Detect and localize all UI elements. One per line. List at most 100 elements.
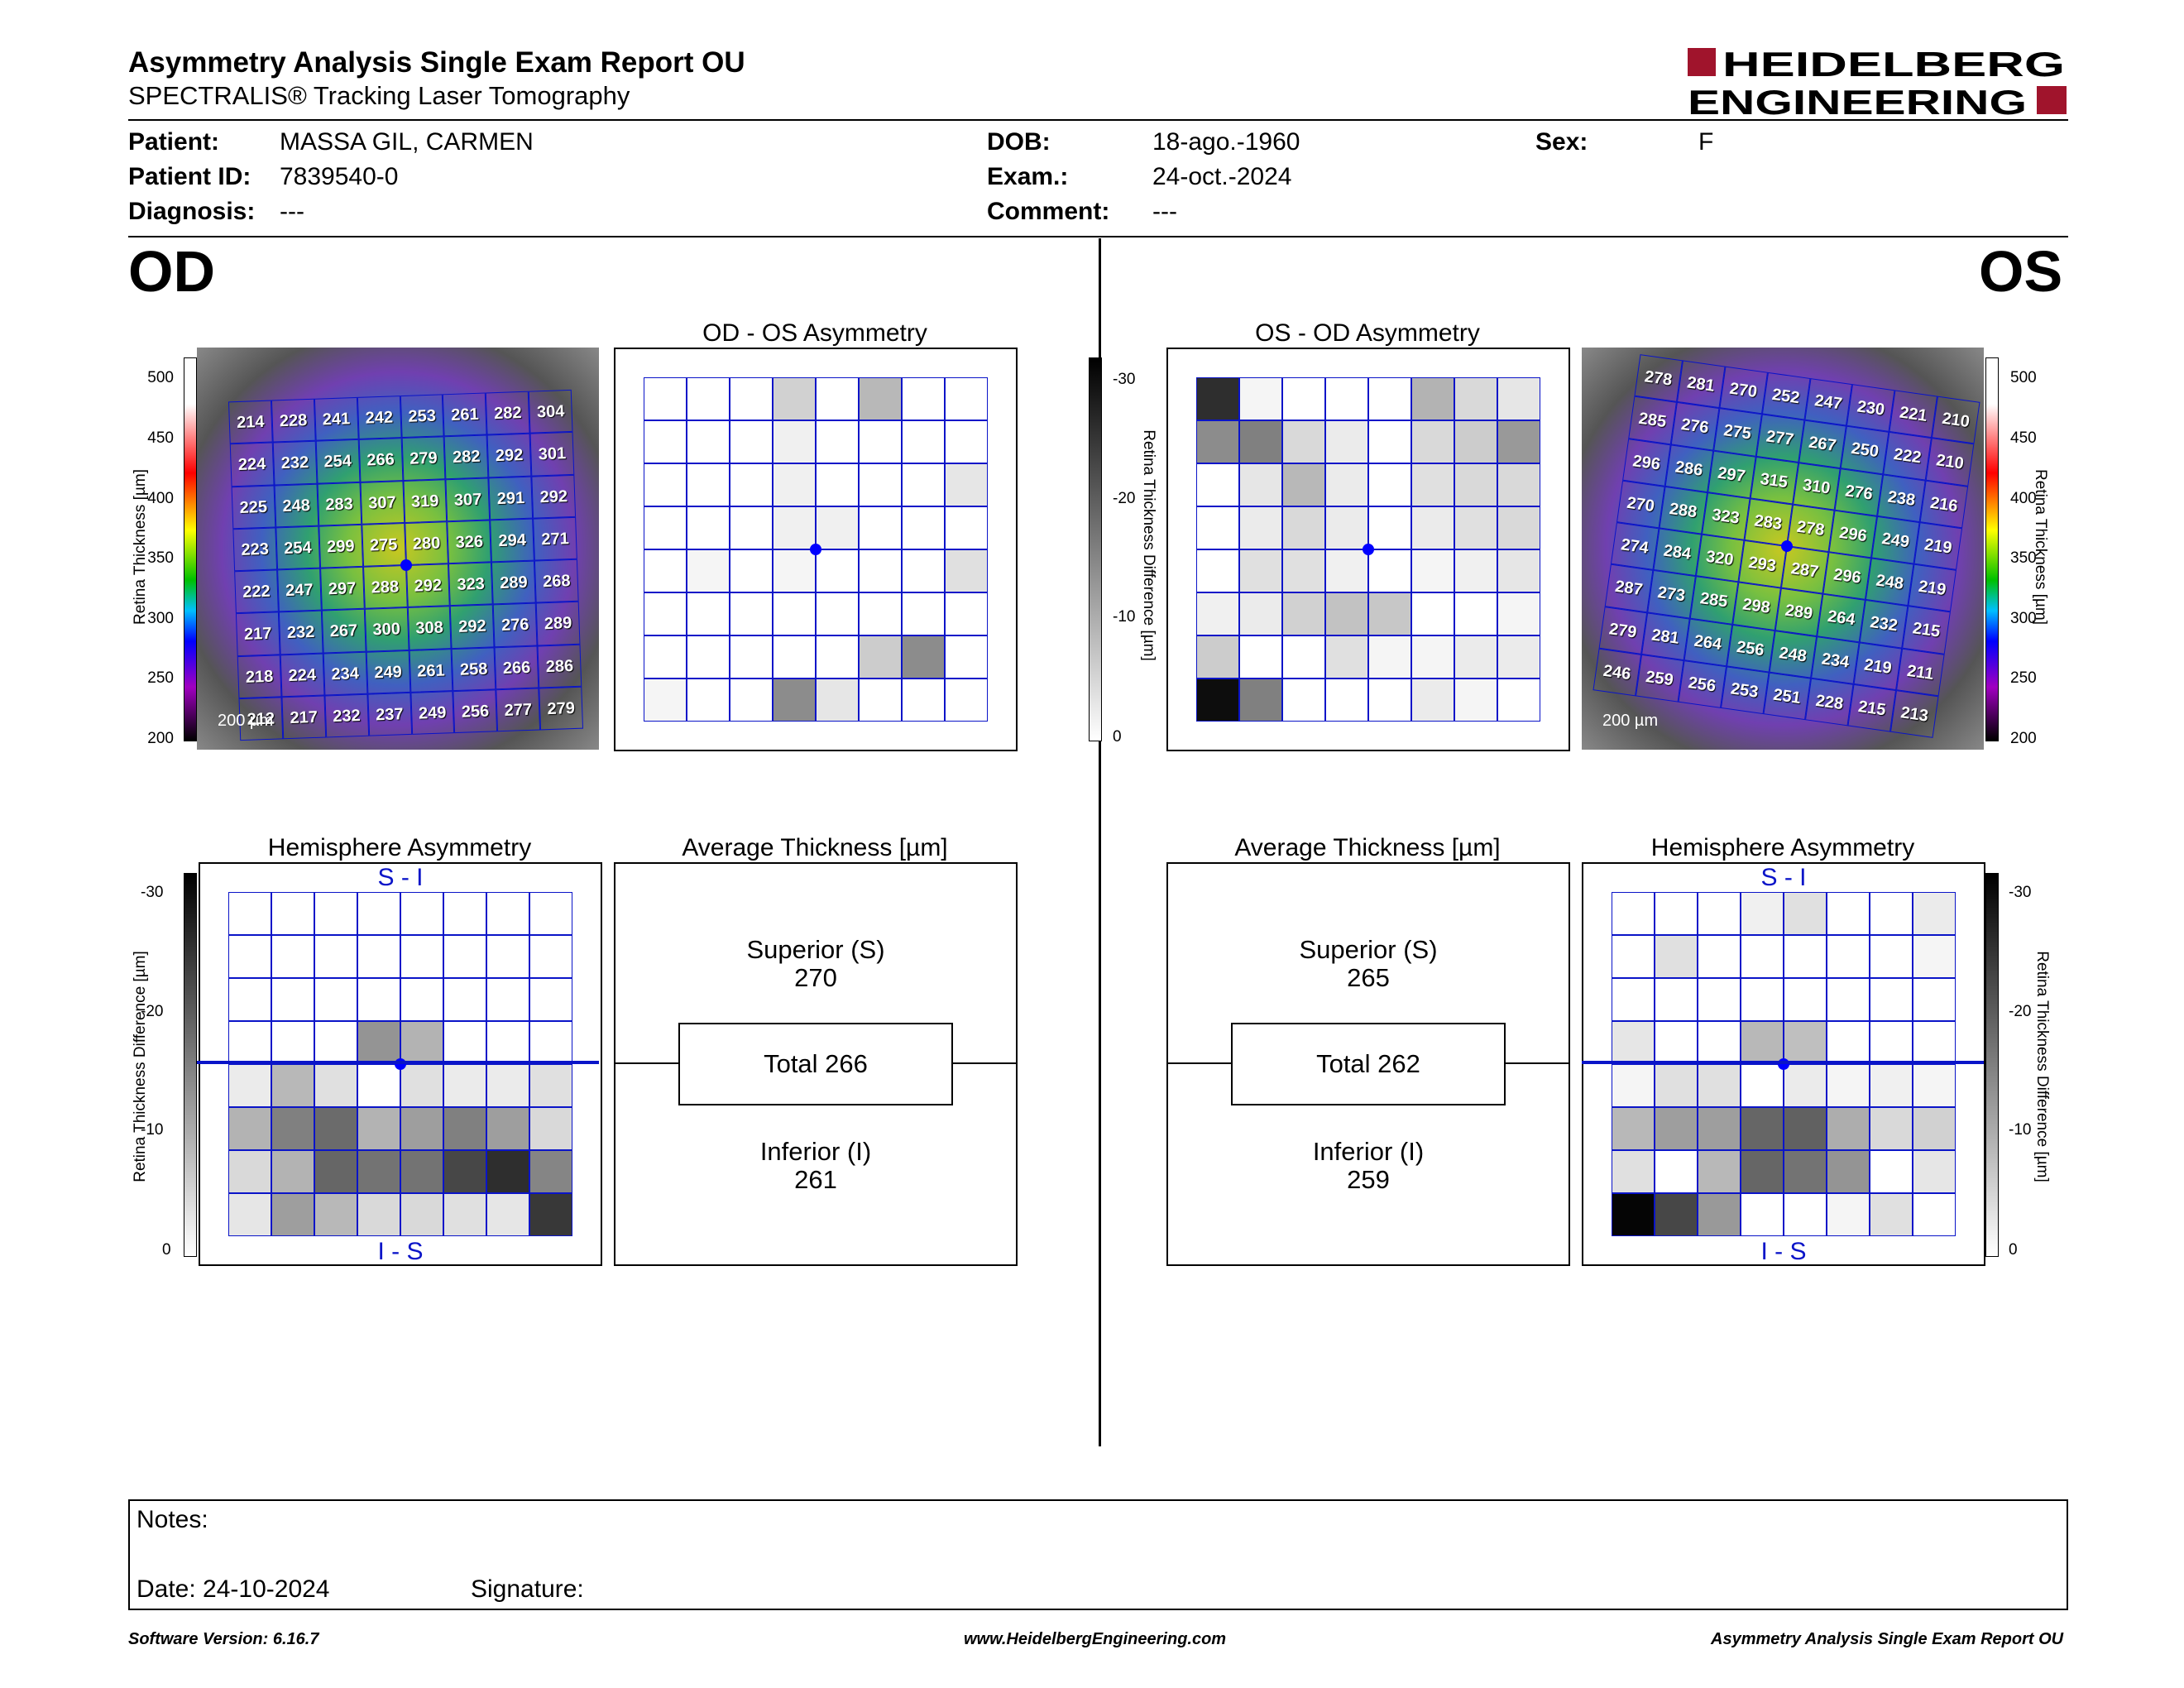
- comment-value: ---: [1152, 198, 1177, 225]
- asymmetry-cell: [687, 592, 730, 635]
- od-si-label: S - I: [377, 864, 424, 891]
- thickness-cell: 234: [1811, 635, 1860, 684]
- hemisphere-cell: [314, 892, 357, 935]
- thickness-cell: 219: [1853, 641, 1903, 690]
- thickness-cell: 217: [281, 695, 326, 740]
- hemisphere-cell: [1612, 1107, 1655, 1150]
- thickness-cell: 264: [1684, 618, 1732, 667]
- hemisphere-cell: [1612, 1150, 1655, 1193]
- os-diff-colorbar: [1985, 873, 1999, 1257]
- asymmetry-cell: [816, 592, 859, 635]
- asymmetry-cell: [1454, 679, 1497, 722]
- asymmetry-cell: [816, 377, 859, 420]
- hemisphere-cell: [443, 1107, 486, 1150]
- mid-diff-tick-0: 0: [1113, 728, 1122, 746]
- os-thickness-grid: 278 281 270 252 247 230 221 210 285 276 275 277 267 2…: [1592, 354, 1980, 738]
- asymmetry-cell: [1196, 592, 1239, 635]
- hemisphere-cell: [1655, 1064, 1698, 1107]
- asymmetry-cell: [945, 506, 988, 549]
- notes-box[interactable]: Notes: Date: 24-10-2024 Signature:: [128, 1499, 2068, 1610]
- asymmetry-cell: [1196, 635, 1239, 679]
- os-asym-panel: [1166, 348, 1570, 751]
- hemisphere-cell: [1698, 1021, 1741, 1064]
- hemisphere-cell: [1612, 1064, 1655, 1107]
- thickness-cell: 282: [443, 434, 489, 479]
- thickness-cell: 213: [1890, 689, 1939, 738]
- thickness-cell: 251: [1762, 672, 1812, 721]
- thickness-cell: 270: [1719, 366, 1768, 415]
- asymmetry-cell: [1196, 463, 1239, 506]
- tick-400: 400: [147, 490, 174, 507]
- hemisphere-cell: [357, 978, 400, 1021]
- hemisphere-cell: [1827, 1021, 1870, 1064]
- patient-label: Patient:: [128, 128, 220, 156]
- fovea-center-dot: [810, 544, 821, 555]
- asymmetry-cell: [1497, 679, 1540, 722]
- asymmetry-cell: [1282, 592, 1325, 635]
- exam-value: 24-oct.-2024: [1152, 163, 1292, 190]
- thickness-cell: 292: [531, 474, 577, 519]
- asymmetry-cell: [945, 679, 988, 722]
- hemisphere-cell: [228, 1150, 271, 1193]
- mid-diff-colorbar: [1089, 357, 1102, 741]
- hemisphere-cell: [1612, 935, 1655, 978]
- os-inferior-value: 259: [1347, 1165, 1390, 1194]
- hemisphere-cell: [1870, 1021, 1913, 1064]
- thickness-cell: 253: [400, 394, 444, 439]
- hemisphere-cell: [1741, 1150, 1784, 1193]
- mid-diff-tick-30: -30: [1113, 371, 1136, 388]
- footer-url[interactable]: www.HeidelbergEngineering.com: [964, 1630, 1227, 1648]
- thickness-cell: 230: [1846, 384, 1895, 433]
- asymmetry-cell: [773, 420, 816, 463]
- os-tick-200: 200: [2010, 730, 2037, 747]
- dob-label: DOB:: [987, 128, 1051, 156]
- thickness-cell: 323: [1701, 492, 1751, 540]
- asymmetry-cell: [859, 420, 902, 463]
- fovea-center-dot: [400, 559, 412, 572]
- thickness-cell: 292: [486, 433, 532, 477]
- asymmetry-cell: [1368, 592, 1411, 635]
- thickness-cell: 289: [535, 601, 581, 646]
- thickness-cell: 261: [443, 392, 487, 437]
- thickness-cell: 308: [407, 606, 452, 650]
- asymmetry-cell: [1411, 679, 1454, 722]
- hemisphere-cell: [1698, 1064, 1741, 1107]
- od-is-label: I - S: [377, 1238, 424, 1265]
- hemisphere-cell: [400, 978, 443, 1021]
- asymmetry-cell: [644, 377, 687, 420]
- hemisphere-cell: [1870, 892, 1913, 935]
- thickness-cell: 301: [529, 432, 575, 477]
- od-thickness-ticks: 500 450 400 350 300 250 200: [122, 359, 174, 748]
- asymmetry-cell: [687, 463, 730, 506]
- thickness-cell: 271: [533, 516, 577, 561]
- sex-label: Sex:: [1535, 128, 1588, 156]
- thickness-cell: 249: [1871, 516, 1920, 564]
- asymmetry-cell: [1411, 377, 1454, 420]
- od-diff-axis-label: Retina Thickness Difference [µm]: [132, 951, 149, 1182]
- asymmetry-cell: [687, 420, 730, 463]
- asymmetry-cell: [1497, 592, 1540, 635]
- os-hemi-title: Hemisphere Asymmetry: [1650, 834, 1915, 861]
- hemisphere-cell: [228, 978, 271, 1021]
- thickness-cell: 216: [1919, 480, 1969, 529]
- asymmetry-cell: [1282, 463, 1325, 506]
- hemisphere-cell: [1612, 978, 1655, 1021]
- diagnosis-label: Diagnosis:: [128, 198, 256, 225]
- asymmetry-cell: [1454, 377, 1497, 420]
- notes-label: Notes:: [136, 1506, 208, 1533]
- asymmetry-cell: [859, 506, 902, 549]
- hemisphere-cell: [486, 1107, 529, 1150]
- asymmetry-cell: [1239, 635, 1282, 679]
- thickness-cell: 288: [1659, 486, 1707, 535]
- hemisphere-cell: [314, 1021, 357, 1064]
- hemisphere-cell: [228, 892, 271, 935]
- thickness-cell: 292: [405, 563, 451, 608]
- thickness-cell: 319: [402, 478, 448, 523]
- thickness-cell: 258: [451, 646, 496, 691]
- thickness-cell: 315: [1750, 456, 1798, 505]
- hemisphere-cell: [314, 978, 357, 1021]
- patient-name: MASSA GIL, CARMEN: [280, 128, 534, 156]
- thickness-cell: 210: [1925, 438, 1975, 487]
- asymmetry-cell: [1325, 679, 1368, 722]
- asymmetry-cell: [1497, 463, 1540, 506]
